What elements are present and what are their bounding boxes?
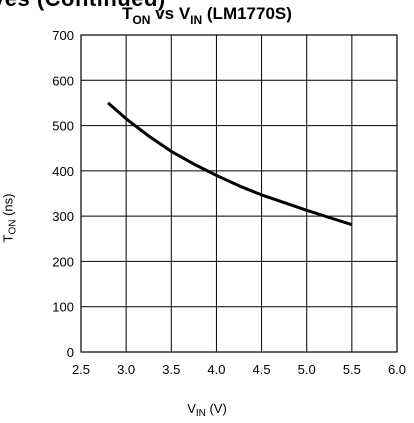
y-tick-label: 400 [52, 164, 74, 179]
y-tick-label: 700 [52, 28, 74, 43]
y-tick-label: 500 [52, 119, 74, 134]
x-tick-label: 3.5 [162, 362, 180, 377]
series-line-ton [107, 101, 353, 227]
chart-title-device: (LM1770S) [202, 4, 292, 23]
y-tick-label: 100 [52, 300, 74, 315]
grid-lines [80, 34, 398, 353]
x-label-unit: (V) [205, 401, 227, 416]
x-tick-label: 2.5 [72, 362, 90, 377]
y-label-on-subscript: ON [7, 219, 19, 235]
chart-title-t: T [122, 4, 133, 23]
x-tick-label: 5.5 [343, 362, 361, 377]
y-label-t: T [0, 234, 16, 243]
y-tick-label: 0 [67, 345, 74, 360]
cropped-section-heading: ves (Continued) [0, 0, 166, 12]
x-tick-label: 6.0 [388, 362, 406, 377]
y-tick-label: 300 [52, 209, 74, 224]
y-label-unit: (ns) [0, 193, 16, 220]
x-tick-label: 4.5 [253, 362, 271, 377]
x-label-v: V [187, 401, 196, 416]
x-tick-labels: 2.5 3.0 3.5 4.0 4.5 5.0 5.5 6.0 [72, 362, 406, 377]
y-tick-label: 200 [52, 254, 74, 269]
plot-frame [80, 34, 398, 353]
x-tick-label: 5.0 [298, 362, 316, 377]
y-tick-labels: 0 100 200 300 400 500 600 700 [52, 28, 74, 360]
x-tick-label: 3.0 [117, 362, 135, 377]
x-axis-label: VIN (V) [0, 401, 414, 419]
y-tick-label: 600 [52, 73, 74, 88]
x-label-in-subscript: IN [195, 408, 206, 419]
y-axis-label: TON (ns) [0, 193, 19, 243]
series-group [107, 101, 353, 227]
x-tick-label: 4.0 [207, 362, 225, 377]
chart-title-in-subscript: IN [190, 13, 203, 27]
chart-title-on-subscript: ON [132, 13, 151, 27]
chart-title-vs: vs V [150, 4, 191, 23]
chart-title: TON vs VIN (LM1770S) [0, 4, 414, 27]
